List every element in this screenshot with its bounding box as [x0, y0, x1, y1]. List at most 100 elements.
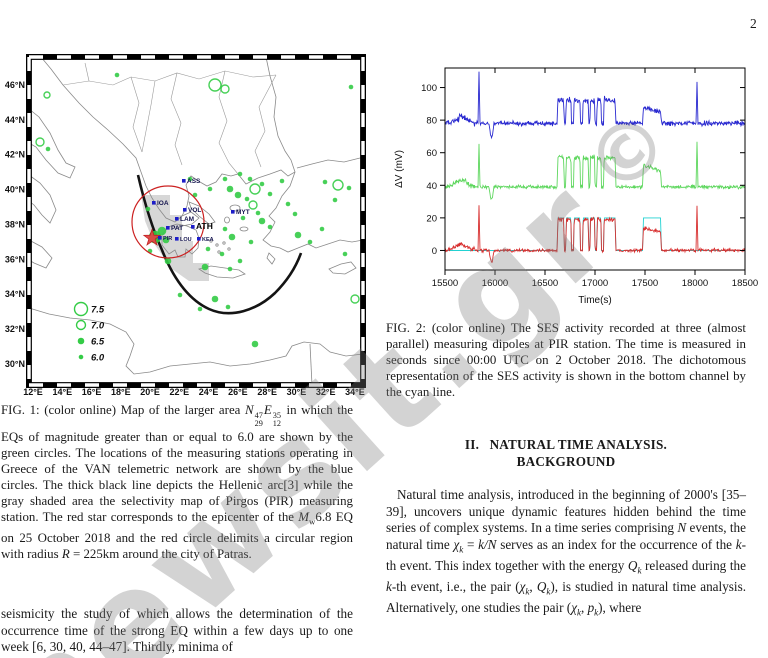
country-borders: [62, 62, 277, 175]
station-label: LOU: [180, 237, 192, 243]
x-axis-label: Time(s): [578, 295, 612, 306]
eq-circle: [225, 304, 231, 310]
hellenic-arc-line: [136, 174, 303, 315]
lat-tick-label: 36°N: [5, 254, 25, 264]
lon-tick-label: 34°E: [345, 387, 365, 397]
eq-circle: [201, 263, 209, 271]
legend-label: 7.5: [91, 305, 105, 316]
station-label: LAM: [180, 216, 194, 223]
lon-tick-label: 30°E: [287, 387, 307, 397]
series-dipole-red: [444, 205, 746, 264]
lon-tick-label: 28°E: [257, 387, 277, 397]
eq-circle: [248, 239, 254, 245]
right-paragraph: Natural time analysis, introduced in the…: [386, 487, 747, 619]
eq-circle: [267, 224, 273, 230]
eq-circle: [220, 84, 230, 94]
eq-circle: [177, 292, 183, 298]
station-marker: [197, 237, 201, 241]
figure-2-chart: 15500 16000 16500 17000 17500 18000 18500 0 20 40…: [388, 58, 760, 310]
eq-circle: [244, 196, 250, 202]
eq-circle: [255, 210, 261, 216]
eq-circle: [157, 226, 167, 236]
section-subtitle: BACKGROUND: [516, 454, 616, 469]
eq-circle: [322, 179, 328, 185]
eq-circle: [187, 176, 193, 182]
x-tick-label: 16000: [482, 278, 508, 289]
eq-circle: [342, 251, 348, 257]
lon-tick-label: 32°E: [316, 387, 336, 397]
epicenter-star-icon: [142, 228, 162, 246]
lat-tick-label: 38°N: [5, 219, 25, 229]
y-tick-label: 60: [426, 148, 437, 159]
eq-circle: [219, 251, 225, 257]
eq-circle: [332, 179, 344, 191]
series-dipole-green: [444, 141, 746, 201]
eq-circle: [192, 192, 198, 198]
eq-circle: [237, 171, 243, 177]
station-label: MYT: [236, 209, 250, 216]
eq-circle: [164, 257, 172, 265]
lon-tick-label: 16°E: [82, 387, 102, 397]
legend-label: 6.5: [91, 337, 105, 348]
lon-tick-label: 24°E: [199, 387, 219, 397]
eq-circle: [145, 206, 151, 212]
y-tick-label: 40: [426, 181, 437, 192]
eq-circle: [319, 226, 325, 232]
eq-circle: [258, 217, 266, 225]
station-label: KEA: [202, 237, 214, 243]
eq-circle: [35, 137, 45, 147]
station-marker: [183, 208, 187, 212]
eq-circle: [348, 84, 354, 90]
station-label: IOA: [157, 200, 169, 207]
legend-label: 7.0: [91, 321, 105, 332]
eq-circle: [228, 233, 236, 241]
x-tick-label: 16500: [532, 278, 558, 289]
eq-circle: [43, 91, 51, 99]
eq-circle: [114, 72, 120, 78]
eq-circle: [292, 211, 298, 217]
section-title: II. NATURAL TIME ANALYSIS.: [464, 437, 668, 452]
lon-tick-label: 18°E: [111, 387, 131, 397]
section-heading: II. NATURAL TIME ANALYSIS. BACKGROUND: [386, 436, 746, 470]
left-paragraph: seismicity the study of which allows the…: [1, 606, 353, 655]
eq-circle: [285, 201, 291, 207]
lat-tick-label: 30°N: [5, 359, 25, 369]
x-tick-label: 17000: [582, 278, 608, 289]
legend-label: 6.0: [91, 353, 105, 364]
epicenter-region-circle: [131, 185, 205, 259]
figure-2-caption: FIG. 2: (color online) The SES activity …: [386, 321, 746, 400]
eq-circle: [234, 191, 242, 199]
x-tick-label: 18000: [682, 278, 708, 289]
eq-circle: [247, 176, 253, 182]
lon-tick-label: 26°E: [228, 387, 248, 397]
station-marker: [182, 179, 186, 183]
y-tick-label: 100: [421, 83, 437, 94]
station-marker: [158, 236, 162, 240]
eq-circle: [251, 340, 259, 348]
eq-circle: [222, 226, 228, 232]
legend-circle: [73, 301, 89, 317]
eq-circle: [279, 178, 285, 184]
y-tick-label: 20: [426, 213, 437, 224]
eq-circle: [227, 266, 233, 272]
station-label: ASS: [187, 178, 201, 185]
eq-circle: [332, 197, 338, 203]
lat-tick-label: 42°N: [5, 150, 25, 160]
x-tick-label: 18500: [732, 278, 758, 289]
station-marker: [175, 217, 179, 221]
eq-circle: [240, 215, 246, 221]
station-marker: [175, 237, 179, 241]
station-marker: [152, 201, 156, 205]
figure-1-map: ASS IOA VOL LAM PAT ATH MYT PIR LOU KEA 7.5 7.0 6.5 6…: [0, 45, 372, 397]
page-number: 2: [750, 16, 757, 31]
legend-circle: [77, 337, 85, 345]
eq-circle: [267, 191, 273, 197]
legend-circle: [78, 354, 84, 360]
station-label: ATH: [196, 221, 213, 231]
eq-circle: [222, 176, 228, 182]
station-label: VOL: [188, 207, 201, 214]
eq-circle: [346, 185, 352, 191]
lon-tick-label: 14°E: [52, 387, 72, 397]
eq-circle: [249, 183, 261, 195]
